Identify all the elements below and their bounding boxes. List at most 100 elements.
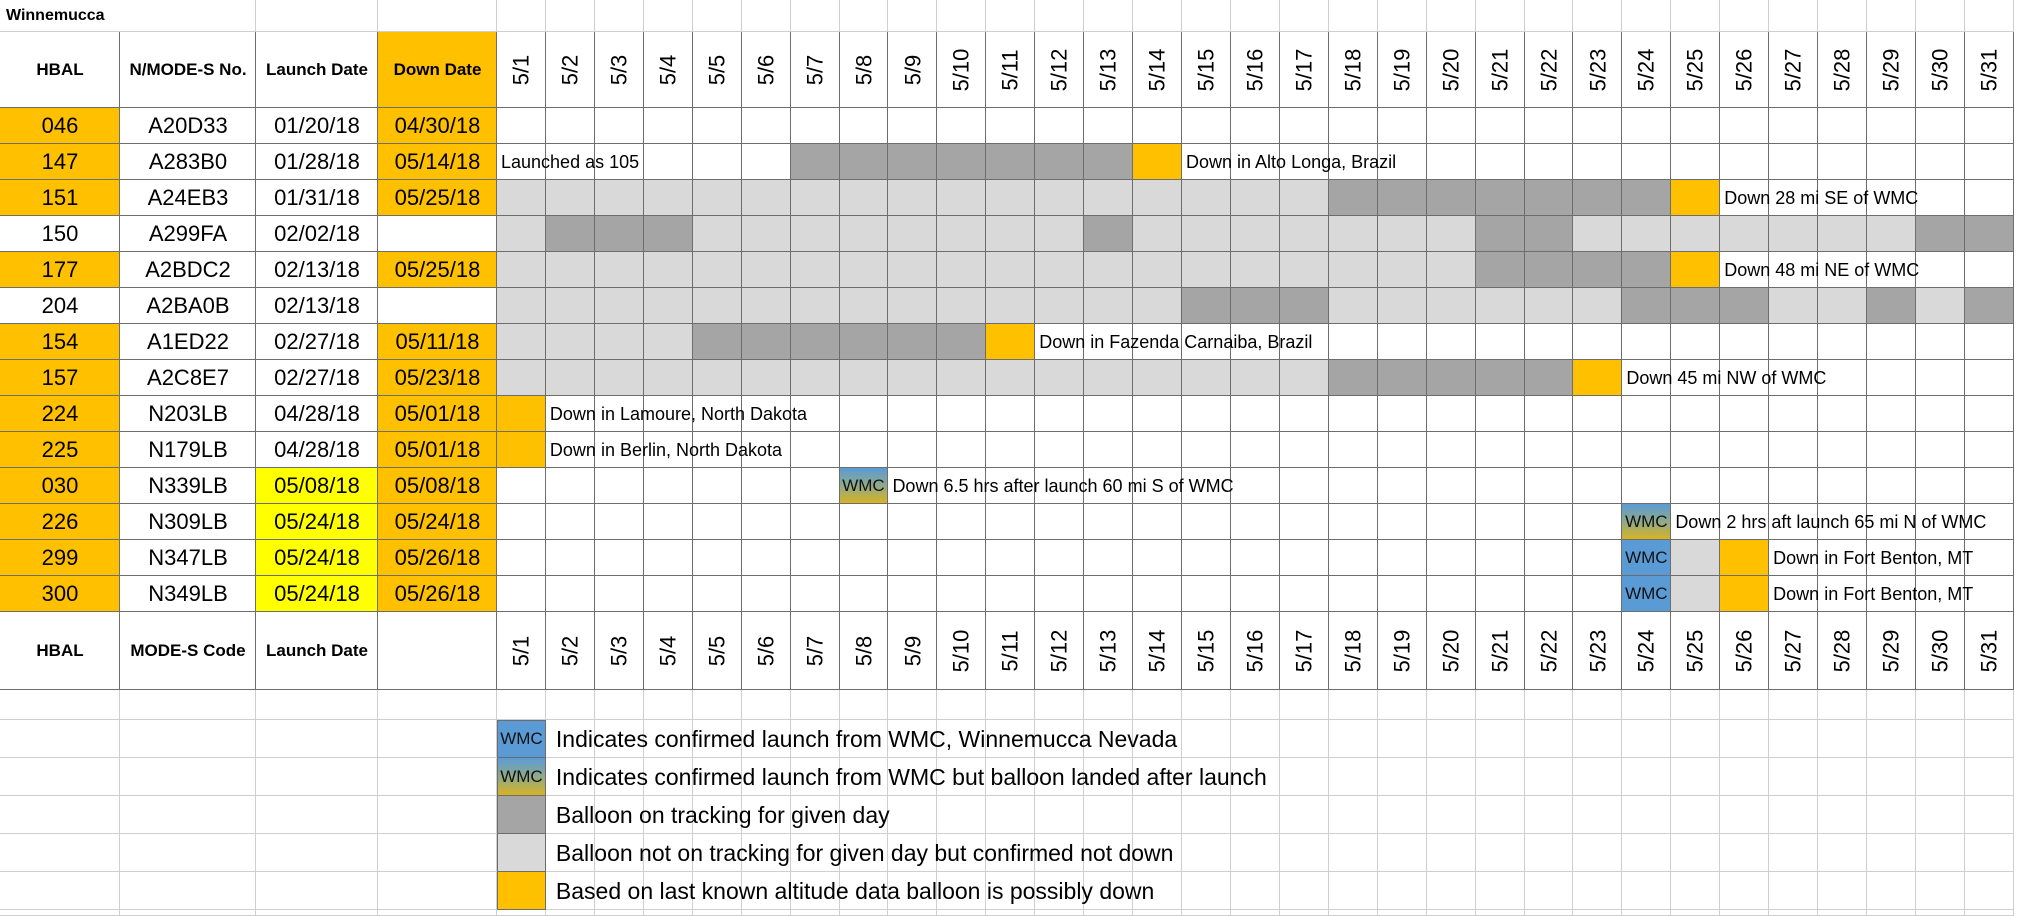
day-cell[interactable] xyxy=(643,432,693,468)
cell[interactable] xyxy=(594,834,644,872)
day-cell[interactable] xyxy=(1964,108,2014,144)
day-cell[interactable] xyxy=(888,216,938,252)
cell[interactable] xyxy=(497,690,546,720)
code-cell[interactable] xyxy=(120,576,256,612)
date-footer-cell[interactable] xyxy=(986,612,1036,690)
day-cell[interactable] xyxy=(1133,432,1182,468)
launch-date-cell[interactable] xyxy=(256,288,378,324)
launch-date-cell[interactable] xyxy=(256,360,378,396)
day-cell[interactable] xyxy=(1035,288,1085,324)
cell[interactable] xyxy=(1182,796,1231,834)
cell[interactable] xyxy=(888,0,938,32)
day-cell[interactable] xyxy=(1279,468,1329,504)
day-cell[interactable] xyxy=(1573,360,1623,396)
day-cell[interactable] xyxy=(1867,288,1916,324)
day-cell[interactable] xyxy=(1964,396,2014,432)
day-cell[interactable] xyxy=(1671,360,1721,396)
day-cell[interactable] xyxy=(1084,504,1134,540)
day-cell[interactable] xyxy=(1035,252,1085,288)
cell[interactable] xyxy=(1573,720,1623,758)
cell[interactable] xyxy=(1818,910,1868,916)
day-cell[interactable] xyxy=(986,432,1036,468)
day-cell[interactable] xyxy=(1230,468,1280,504)
day-cell[interactable] xyxy=(1818,504,1868,540)
day-cell[interactable] xyxy=(1720,504,1770,540)
date-header-cell[interactable] xyxy=(839,32,889,108)
cell[interactable] xyxy=(790,0,840,32)
day-cell[interactable] xyxy=(1182,540,1231,576)
cell[interactable] xyxy=(378,690,497,720)
day-cell[interactable] xyxy=(1720,360,1770,396)
date-footer-cell[interactable] xyxy=(1818,612,1868,690)
day-cell[interactable] xyxy=(1964,432,2014,468)
cell[interactable] xyxy=(1084,796,1134,834)
cell[interactable] xyxy=(937,0,987,32)
day-cell[interactable] xyxy=(1524,432,1574,468)
day-cell[interactable] xyxy=(1084,432,1134,468)
day-cell[interactable] xyxy=(692,360,742,396)
day-cell[interactable] xyxy=(1377,432,1427,468)
cell[interactable] xyxy=(1279,796,1329,834)
day-cell[interactable] xyxy=(1182,288,1231,324)
day-cell[interactable] xyxy=(1084,576,1134,612)
day-cell[interactable] xyxy=(1524,180,1574,216)
cell[interactable] xyxy=(256,690,378,720)
day-cell[interactable] xyxy=(1671,432,1721,468)
cell[interactable] xyxy=(692,872,742,910)
header-launch-date-cell[interactable] xyxy=(256,32,378,108)
date-footer-cell[interactable] xyxy=(1328,612,1378,690)
day-cell[interactable] xyxy=(1182,396,1231,432)
day-cell[interactable] xyxy=(1426,396,1476,432)
day-cell[interactable] xyxy=(1133,396,1182,432)
day-cell[interactable] xyxy=(1573,216,1623,252)
day-cell[interactable] xyxy=(1671,144,1721,180)
day-cell[interactable] xyxy=(545,324,595,360)
cell[interactable] xyxy=(692,720,742,758)
day-cell[interactable] xyxy=(1475,144,1525,180)
cell[interactable] xyxy=(1475,690,1525,720)
day-cell[interactable] xyxy=(1622,180,1672,216)
date-header-cell[interactable] xyxy=(1964,32,2014,108)
day-cell[interactable] xyxy=(986,540,1036,576)
cell[interactable] xyxy=(1426,758,1476,796)
day-cell[interactable] xyxy=(1769,432,1819,468)
day-cell[interactable] xyxy=(1915,432,1965,468)
cell[interactable] xyxy=(497,910,546,916)
date-footer-cell[interactable] xyxy=(545,612,595,690)
day-cell[interactable] xyxy=(1622,252,1672,288)
day-cell[interactable] xyxy=(1818,144,1868,180)
date-footer-cell[interactable] xyxy=(1964,612,2014,690)
day-cell[interactable] xyxy=(545,252,595,288)
day-cell[interactable] xyxy=(937,576,987,612)
cell[interactable] xyxy=(1084,690,1134,720)
day-cell[interactable] xyxy=(1133,324,1182,360)
down-date-cell[interactable] xyxy=(378,504,497,540)
day-cell[interactable] xyxy=(1133,360,1182,396)
date-footer-cell[interactable] xyxy=(594,612,644,690)
day-cell[interactable] xyxy=(1377,540,1427,576)
day-cell[interactable] xyxy=(1133,576,1182,612)
cell[interactable] xyxy=(839,910,889,916)
code-cell[interactable] xyxy=(120,108,256,144)
day-cell[interactable] xyxy=(594,144,644,180)
day-cell[interactable] xyxy=(986,396,1036,432)
day-cell[interactable] xyxy=(1867,108,1916,144)
day-cell[interactable] xyxy=(1035,432,1085,468)
cell[interactable] xyxy=(1671,720,1721,758)
cell[interactable] xyxy=(1964,834,2014,872)
cell[interactable] xyxy=(741,720,791,758)
cell[interactable] xyxy=(692,910,742,916)
day-cell[interactable] xyxy=(1279,576,1329,612)
day-cell[interactable] xyxy=(1475,216,1525,252)
cell[interactable] xyxy=(594,690,644,720)
day-cell[interactable] xyxy=(1573,288,1623,324)
cell[interactable] xyxy=(1524,690,1574,720)
day-cell[interactable] xyxy=(1915,504,1965,540)
day-cell[interactable] xyxy=(1035,108,1085,144)
cell[interactable] xyxy=(1915,796,1965,834)
cell[interactable] xyxy=(888,690,938,720)
day-cell[interactable] xyxy=(741,108,791,144)
day-cell[interactable] xyxy=(1964,540,2014,576)
launch-date-cell[interactable] xyxy=(256,468,378,504)
cell[interactable] xyxy=(1182,910,1231,916)
